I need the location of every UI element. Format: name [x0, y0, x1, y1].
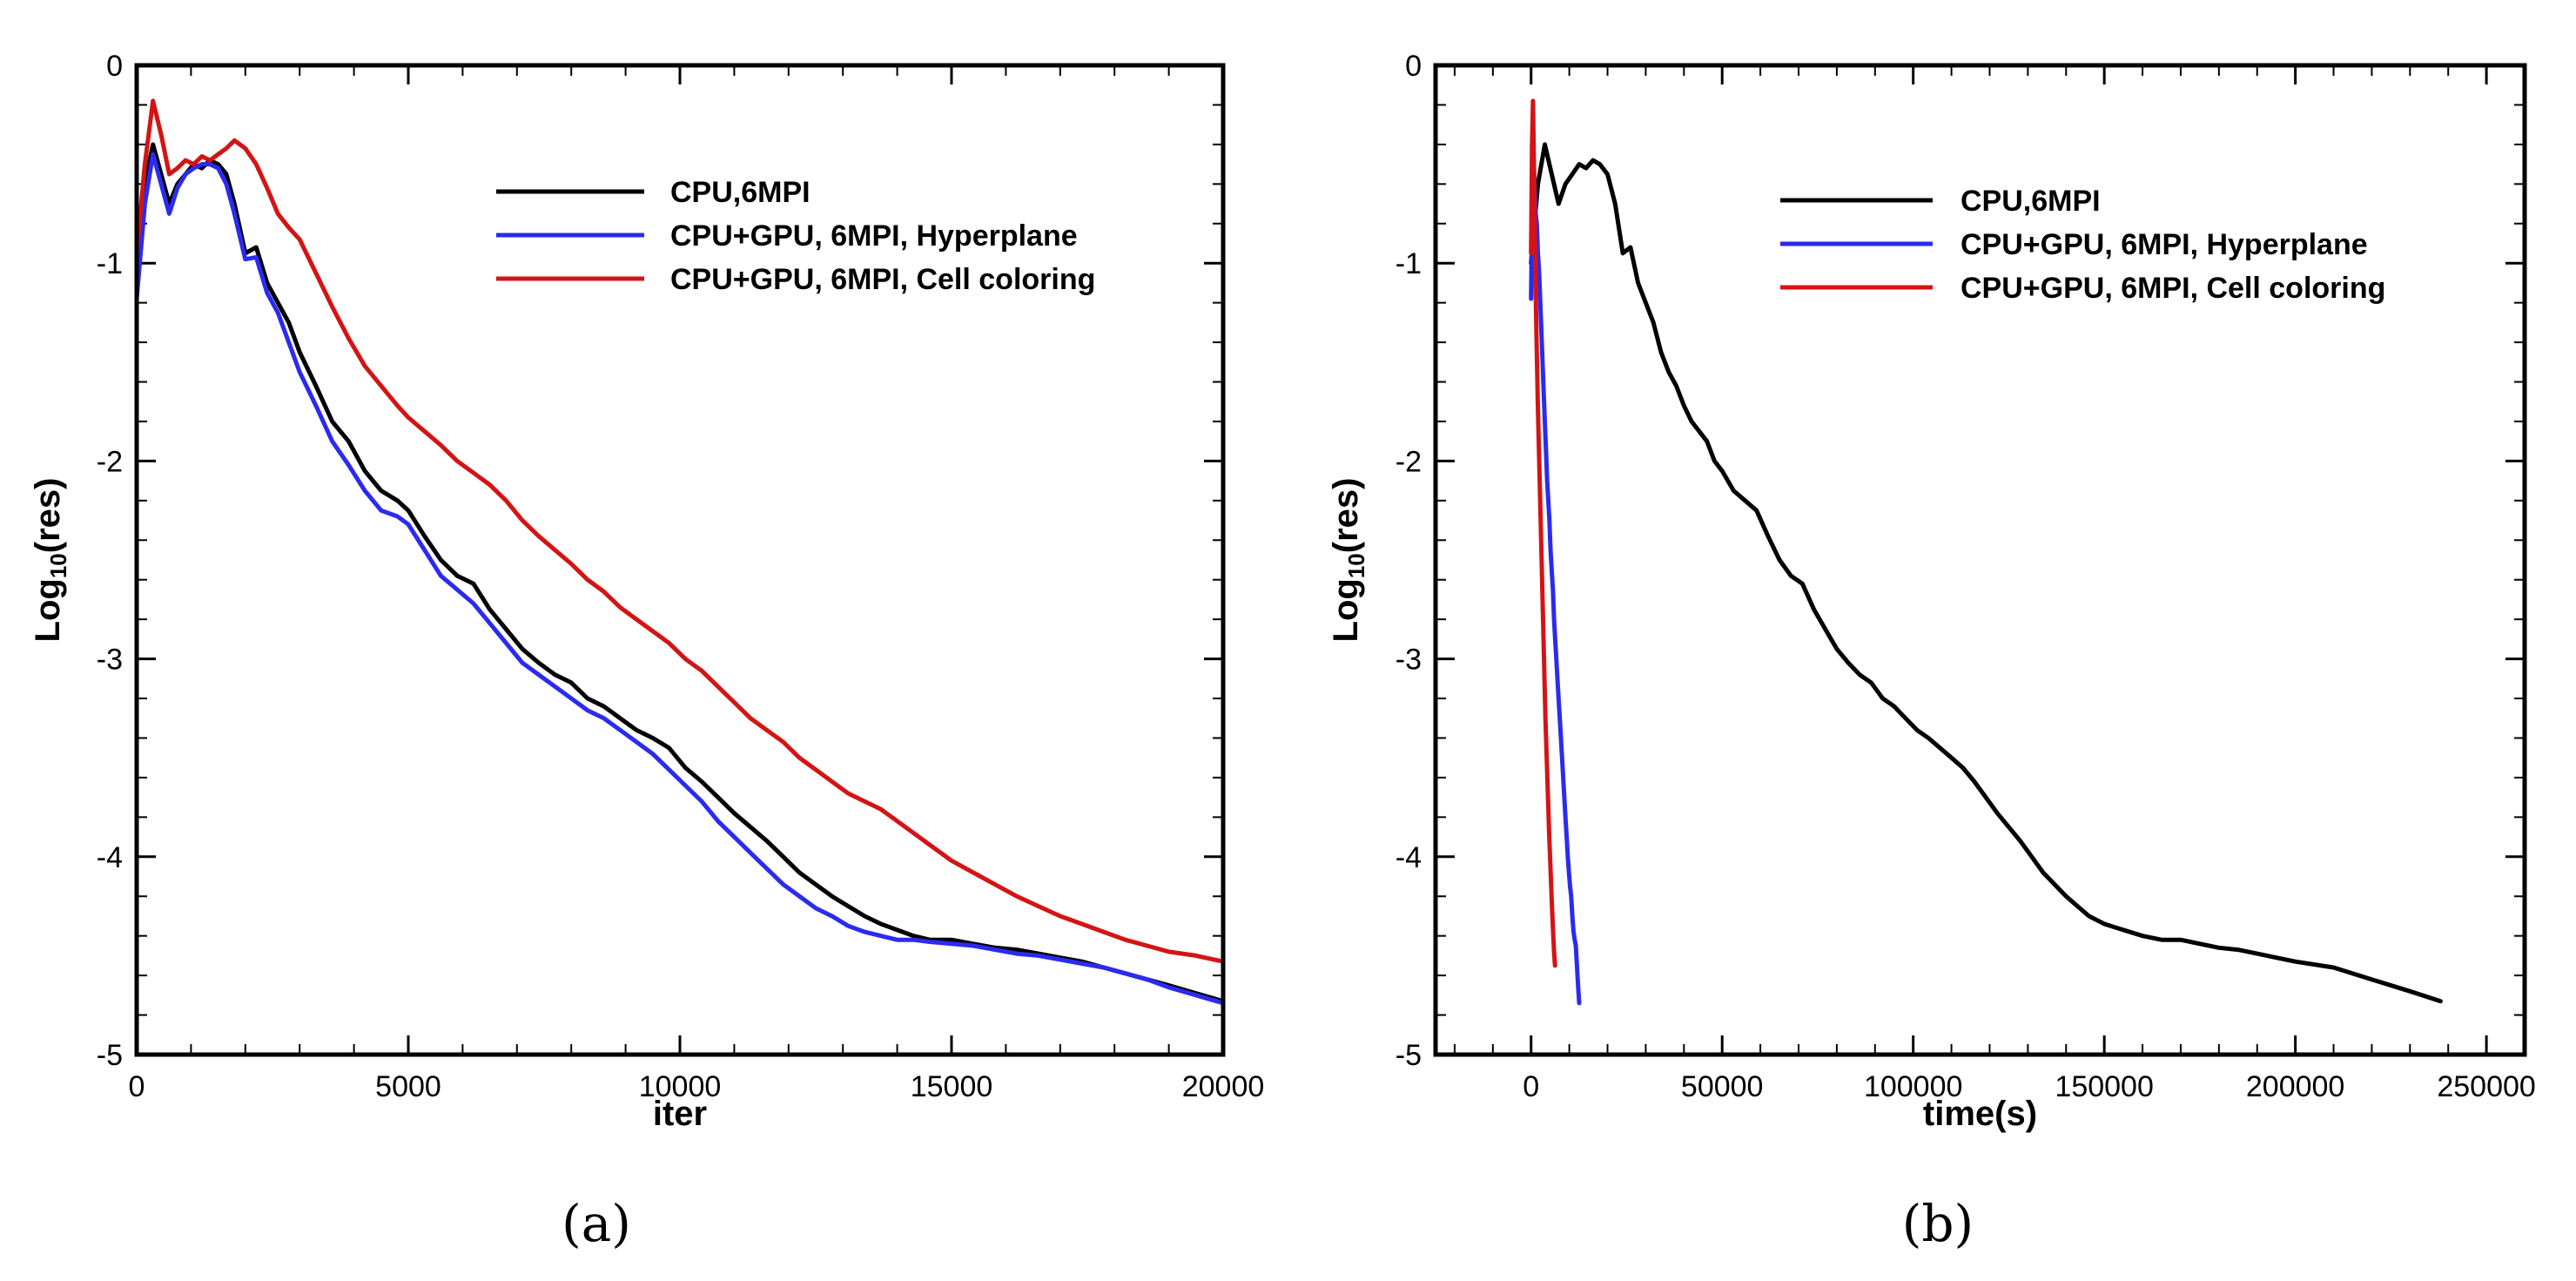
panel-b-tick-labels: 0 50000 100000 150000 200000 250000 0 -1 -2 -3 -4 -… [1396, 50, 2536, 1103]
panel-a-y-tick-label: -2 [97, 445, 123, 478]
panel-b-plot-frame [1433, 63, 2527, 1057]
panel-b-y-tick-label: -3 [1396, 644, 1422, 677]
panel-b-series-line-3 [1529, 98, 1557, 968]
panel-b-x-tick-label: 250000 [2437, 1070, 2535, 1103]
panel-a-tick-labels: 0 5000 10000 15000 20000 0 -1 -2 -3 -4 -5 [97, 50, 1265, 1103]
panel-a-y-tick-label: -5 [97, 1039, 123, 1072]
panel-a-series-layer [137, 98, 1223, 1006]
panel-a-plot-frame [134, 63, 1226, 1057]
panel-a-x-axis-title: iter [653, 1095, 707, 1133]
panel-b-y-tick-label: -4 [1396, 841, 1422, 874]
panel-b-legend-label-3: CPU+GPU, 6MPI, Cell coloring [1961, 272, 2385, 305]
panel-a-y-axis-title-sub: 10 [45, 553, 71, 578]
panel-b-y-axis-title-sub: 10 [1343, 553, 1369, 578]
panel-a-y-tick-label: -3 [97, 644, 123, 677]
panel-a-series-line-2 [137, 152, 1223, 1006]
panel-b-x-tick-label: 150000 [2055, 1070, 2153, 1103]
panel-b-x-tick-label: 50000 [1681, 1070, 1764, 1103]
panel-b-y-tick-label: -1 [1396, 247, 1422, 280]
panel-b-x-tick-label: 200000 [2246, 1070, 2344, 1103]
panel-a-legend-label-3: CPU+GPU, 6MPI, Cell coloring [670, 263, 1095, 296]
panel-a-ticks [135, 64, 1225, 1056]
panel-b-x-tick-label: 100000 [1864, 1070, 1962, 1103]
panel-b-y-tick-label: -2 [1396, 445, 1422, 478]
panel-a-y-tick-label: 0 [106, 50, 123, 83]
panel-a-legend: CPU,6MPI CPU+GPU, 6MPI, Hyperplane CPU+GPU… [496, 176, 1095, 296]
panel-b-y-tick-label: 0 [1405, 50, 1422, 83]
panel-b-series-layer [1529, 98, 2443, 1006]
panel-a-y-axis-title-rest: (res) [29, 478, 67, 554]
panel-b-x-tick-label: 0 [1523, 1070, 1539, 1103]
panel-a: 0 5000 10000 15000 20000 0 -1 -2 -3 -4 -5 iter Log… [29, 50, 1264, 1253]
panel-a-legend-label-1: CPU,6MPI [670, 176, 810, 209]
panel-a-y-tick-label: -4 [97, 841, 123, 874]
panel-a-series-line-3 [137, 98, 1223, 964]
panel-b-legend-label-2: CPU+GPU, 6MPI, Hyperplane [1961, 228, 2368, 261]
panel-b-series-line-2 [1529, 152, 1582, 1006]
panel-b-legend-label-1: CPU,6MPI [1961, 185, 2101, 218]
panel-a-caption: (a) [562, 1194, 631, 1253]
panel-b: 0 50000 100000 150000 200000 250000 0 -1 -2 -3 -4 -… [1327, 50, 2536, 1253]
panel-b-legend: CPU,6MPI CPU+GPU, 6MPI, Hyperplane CPU+GPU… [1780, 185, 2385, 305]
panel-a-y-axis-title: Log10(res) [29, 478, 71, 643]
panel-a-x-tick-label: 5000 [375, 1070, 441, 1103]
panel-b-y-axis-title-base: Log [1327, 578, 1365, 642]
panel-a-x-tick-label: 10000 [639, 1070, 722, 1103]
panel-b-x-axis-title: time(s) [1923, 1095, 2037, 1133]
panel-a-x-tick-label: 0 [129, 1070, 145, 1103]
panel-a-x-tick-label: 20000 [1182, 1070, 1265, 1103]
panel-a-legend-label-2: CPU+GPU, 6MPI, Hyperplane [670, 219, 1078, 253]
panel-a-y-axis-title-base: Log [29, 578, 67, 642]
panel-a-x-tick-label: 15000 [911, 1070, 993, 1103]
panel-b-series-line-1 [1529, 142, 2443, 1004]
panel-b-caption: (b) [1902, 1194, 1974, 1253]
panel-b-y-axis-title-rest: (res) [1327, 478, 1365, 554]
panel-b-y-axis-title: Log10(res) [1327, 478, 1369, 643]
panel-a-y-tick-label: -1 [97, 247, 123, 280]
panel-b-y-tick-label: -5 [1396, 1039, 1422, 1072]
panel-a-series-line-1 [137, 142, 1223, 1004]
